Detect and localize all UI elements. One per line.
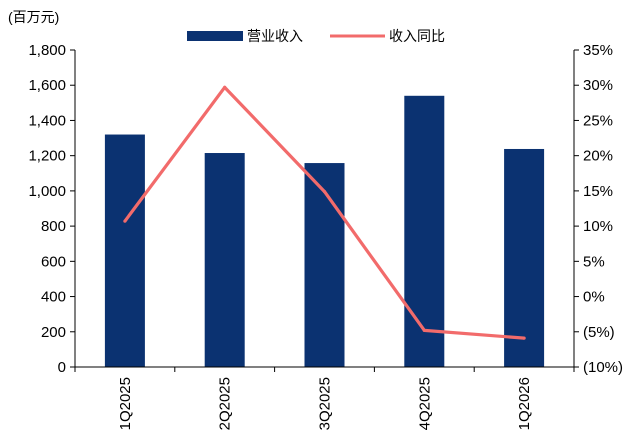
right-tick-label: 5%	[583, 253, 605, 270]
right-tick-label: 30%	[583, 77, 613, 94]
right-axis-ticks: (10%) (5%) 0% 5% 10% 15% 20% 25% 30% 35%	[574, 42, 623, 376]
bar-2Q2025	[204, 153, 245, 367]
left-tick-label: 400	[41, 289, 66, 306]
yoy-point-4Q2025	[422, 328, 426, 332]
yoy-point-1Q2025	[123, 219, 127, 223]
legend: 营业收入 收入同比	[187, 28, 445, 44]
right-tick-label: 0%	[583, 289, 605, 306]
x-tick-label: 1Q2025	[117, 377, 134, 430]
x-tick-label: 2Q2025	[217, 377, 234, 430]
legend-label-yoy: 收入同比	[389, 28, 445, 44]
yoy-point-1Q2026	[522, 336, 526, 340]
right-tick-label: (10%)	[583, 359, 623, 376]
axes	[74, 50, 575, 368]
bar-3Q2025	[304, 163, 345, 367]
x-tick-label: 4Q2025	[416, 377, 433, 430]
bar-4Q2025	[404, 95, 445, 368]
left-tick-label: 800	[41, 218, 66, 235]
left-axis-ticks: 0 200 400 600 800 1,000 1,200 1,400 1,600 1,800	[28, 42, 75, 376]
x-axis-ticks: 1Q2025 2Q2025 3Q2025 4Q2025 1Q2026	[74, 367, 575, 430]
x-tick-label: 1Q2026	[516, 377, 533, 430]
x-tick-label: 3Q2025	[317, 377, 334, 430]
left-tick-label: 1,800	[28, 42, 66, 59]
yoy-point-2Q2025	[223, 85, 227, 89]
right-tick-label: 35%	[583, 42, 613, 59]
left-axis-unit-label: (百万元)	[8, 9, 59, 25]
line-series	[123, 85, 526, 340]
left-tick-label: 1,400	[28, 112, 66, 129]
legend-swatch-revenue	[187, 31, 243, 41]
left-tick-label: 0	[58, 359, 66, 376]
right-tick-label: (5%)	[583, 324, 615, 341]
left-tick-label: 600	[41, 253, 66, 270]
right-tick-label: 25%	[583, 112, 613, 129]
right-tick-label: 20%	[583, 148, 613, 165]
legend-label-revenue: 营业收入	[247, 28, 303, 44]
left-tick-label: 1,600	[28, 77, 66, 94]
yoy-point-3Q2025	[322, 189, 327, 194]
left-tick-label: 200	[41, 324, 66, 341]
right-tick-label: 10%	[583, 218, 613, 235]
right-tick-label: 15%	[583, 183, 613, 200]
bar-1Q2025	[104, 134, 145, 367]
bar-1Q2026	[504, 148, 545, 367]
left-tick-label: 1,200	[28, 148, 66, 165]
bar-series	[104, 95, 545, 368]
left-tick-label: 1,000	[28, 183, 66, 200]
